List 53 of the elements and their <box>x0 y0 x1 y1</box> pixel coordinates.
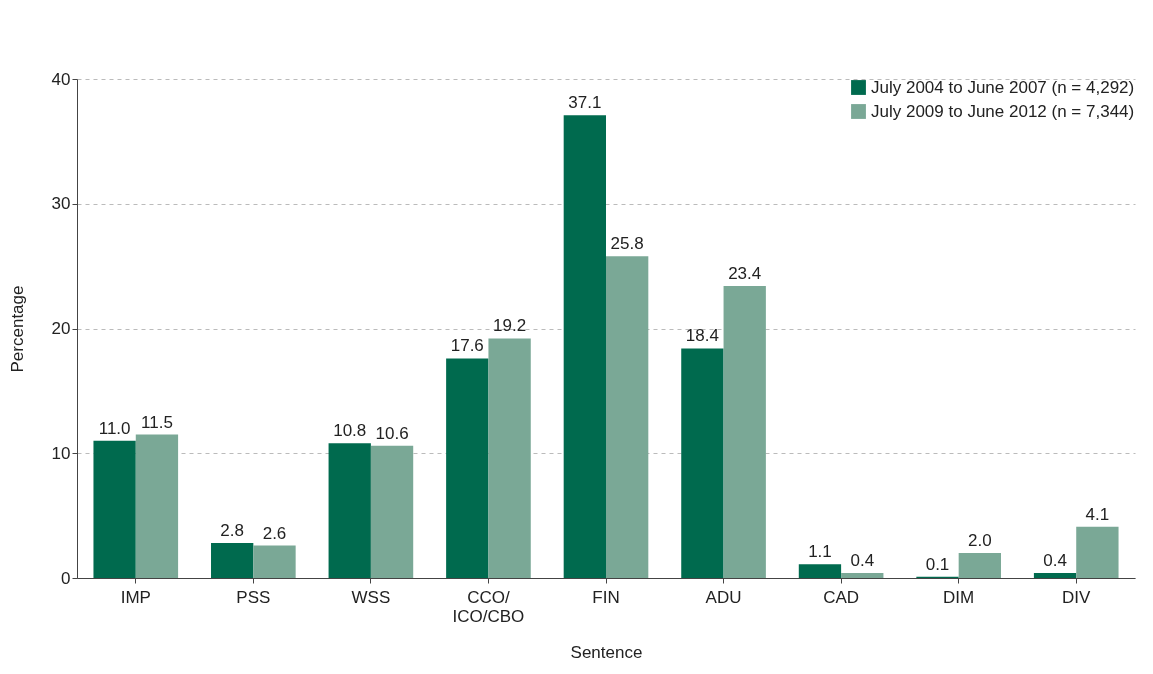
bar <box>958 553 1001 578</box>
y-tick-label: 20 <box>51 319 71 338</box>
x-tick-label: WSS <box>351 587 391 607</box>
data-label: 2.6 <box>262 523 287 543</box>
bar <box>798 564 842 578</box>
bar <box>1033 573 1077 578</box>
data-label: 25.8 <box>610 234 644 254</box>
data-label: 17.6 <box>450 336 484 356</box>
data-label: 10.8 <box>333 421 367 441</box>
x-tick-label: CAD <box>823 587 860 607</box>
data-label: 19.2 <box>493 316 527 336</box>
bar <box>1076 526 1119 578</box>
legend-label: July 2004 to June 2007 (n = 4,292) <box>871 77 1135 97</box>
bar <box>135 434 179 578</box>
bar <box>211 543 254 578</box>
data-label: 2.8 <box>220 521 244 541</box>
data-label: 2.0 <box>968 531 992 551</box>
x-tick-label: ADU <box>705 587 742 607</box>
bar <box>841 573 884 578</box>
y-tick-label: 0 <box>61 568 71 588</box>
data-label: 0.1 <box>925 554 950 574</box>
bar <box>681 348 724 578</box>
bar <box>563 115 606 578</box>
x-tick-label: CCO/ ICO/CBO <box>452 587 525 626</box>
x-axis-title: Sentence <box>570 642 643 662</box>
x-tick-label: IMP <box>120 587 151 607</box>
x-tick-label: DIM <box>943 587 975 607</box>
data-label: 0.4 <box>850 551 875 571</box>
y-tick-label: 10 <box>51 443 71 463</box>
data-label: 23.4 <box>728 264 762 284</box>
data-label: 37.1 <box>568 93 602 113</box>
x-tick-label: FIN <box>592 587 620 607</box>
data-label: 18.4 <box>685 326 719 346</box>
bar <box>606 256 649 578</box>
y-axis-title: Percentage <box>7 285 27 373</box>
y-tick-label: 30 <box>51 194 71 214</box>
bar <box>253 545 296 578</box>
data-label: 1.1 <box>808 542 832 562</box>
bar <box>370 445 414 578</box>
y-tick-label: 40 <box>51 69 71 89</box>
bar <box>328 443 371 578</box>
legend-label: July 2009 to June 2012 (n = 7,344) <box>871 101 1135 121</box>
data-label: 11.5 <box>141 412 173 432</box>
bar <box>488 338 531 578</box>
bar <box>446 358 489 578</box>
data-label: 11.0 <box>98 418 131 438</box>
data-label: 4.1 <box>1085 504 1110 524</box>
bar <box>723 286 766 578</box>
bar <box>93 440 136 578</box>
x-tick-label: DIV <box>1062 587 1092 607</box>
data-label: 0.4 <box>1043 551 1067 571</box>
data-label: 10.6 <box>375 423 409 443</box>
x-tick-label: PSS <box>236 587 271 607</box>
